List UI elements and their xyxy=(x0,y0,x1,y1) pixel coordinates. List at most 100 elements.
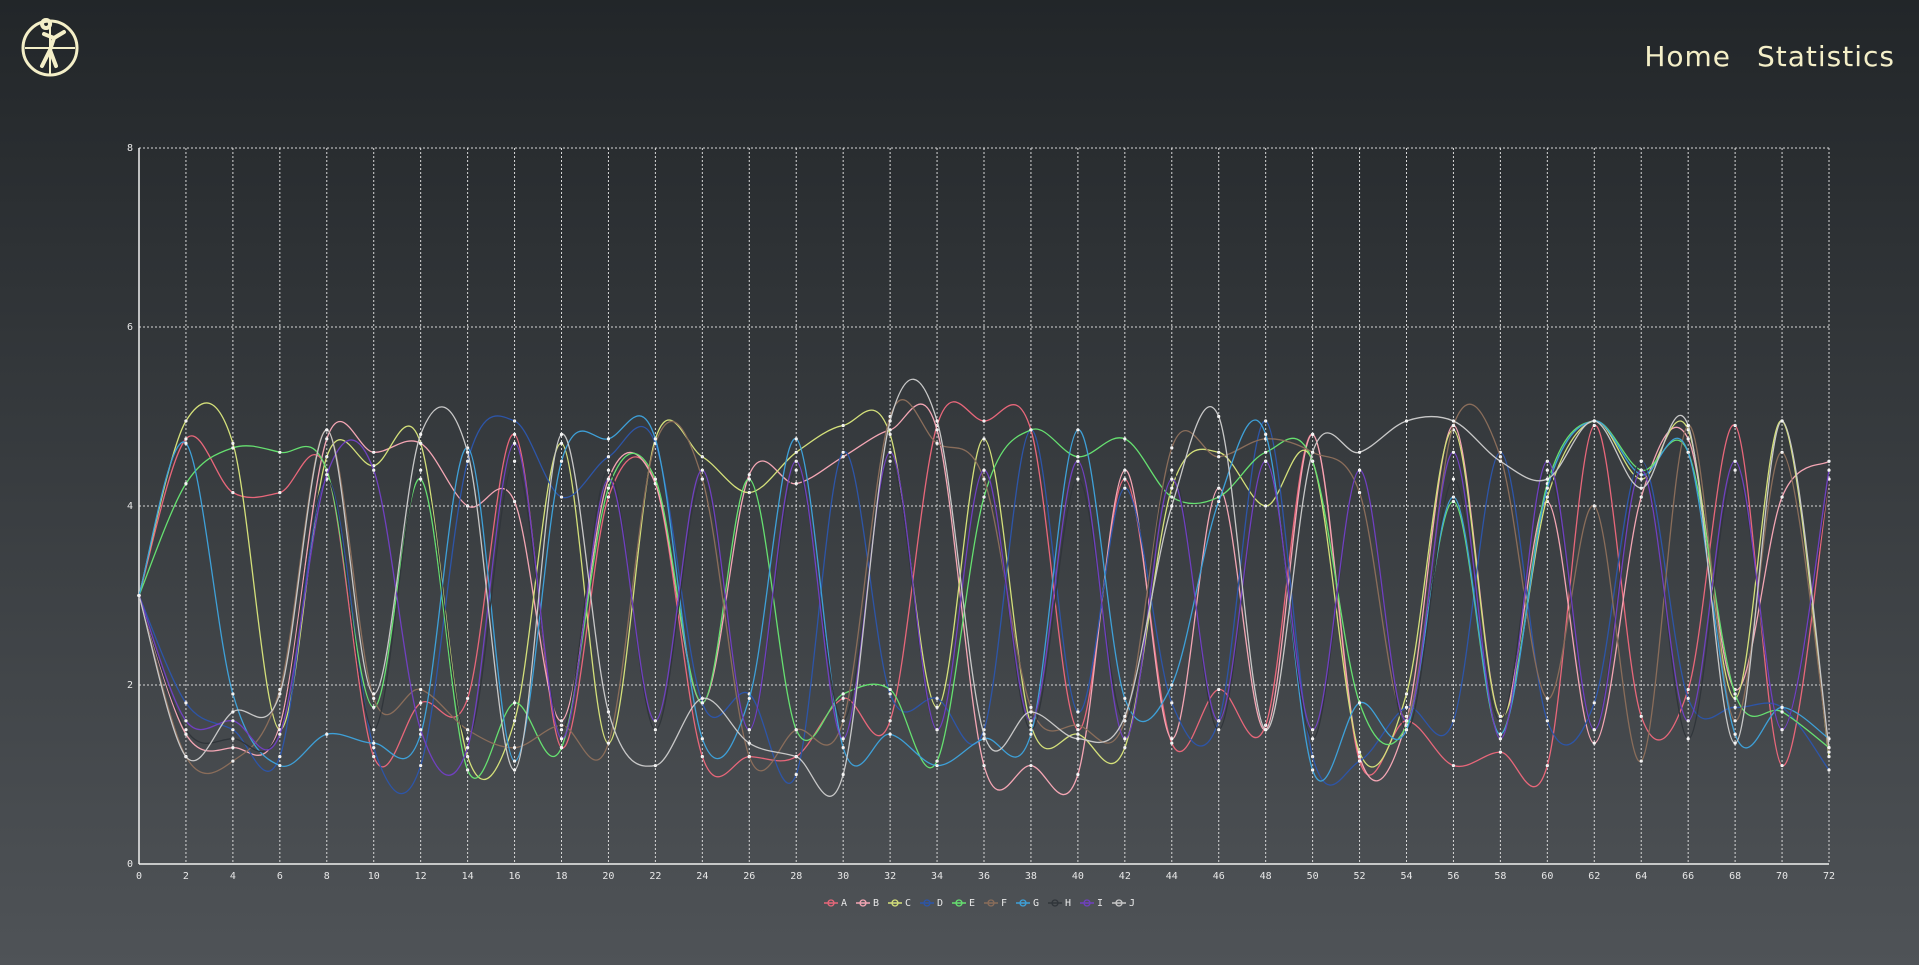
y-tick-label: 0 xyxy=(127,859,133,870)
x-tick-label: 24 xyxy=(696,871,708,882)
point xyxy=(794,450,798,454)
point xyxy=(1498,750,1502,754)
point xyxy=(606,455,611,459)
point xyxy=(419,728,423,732)
legend-item[interactable]: E xyxy=(952,898,975,909)
point xyxy=(1217,455,1221,459)
point xyxy=(184,441,188,445)
point xyxy=(372,692,376,696)
x-tick-label: 18 xyxy=(555,871,567,882)
legend-item[interactable]: D xyxy=(920,898,943,909)
legend-item[interactable]: A xyxy=(824,898,847,909)
point xyxy=(231,719,235,723)
point xyxy=(1733,741,1737,745)
point xyxy=(1451,423,1456,428)
point xyxy=(1264,723,1268,727)
point xyxy=(841,423,845,428)
point xyxy=(466,459,470,463)
point xyxy=(466,768,470,772)
point xyxy=(1357,750,1362,754)
point xyxy=(888,692,892,696)
point xyxy=(419,477,423,481)
point xyxy=(559,495,564,499)
nav-link[interactable]: Home xyxy=(1644,40,1731,73)
point xyxy=(1733,459,1737,463)
point xyxy=(466,450,470,454)
point xyxy=(1264,450,1268,454)
point xyxy=(1217,414,1221,419)
point xyxy=(231,728,235,732)
legend-item[interactable]: H xyxy=(1048,898,1071,909)
point xyxy=(841,455,845,459)
y-tick-label: 6 xyxy=(127,322,133,333)
point xyxy=(1639,486,1643,490)
point xyxy=(278,692,282,696)
point xyxy=(1217,486,1221,490)
point xyxy=(794,459,798,463)
point xyxy=(982,419,986,423)
x-tick-label: 0 xyxy=(136,871,142,882)
point xyxy=(278,755,282,759)
legend-item[interactable]: J xyxy=(1112,898,1135,909)
point xyxy=(1780,419,1784,423)
nav-link[interactable]: Statistics xyxy=(1757,40,1895,73)
point xyxy=(1639,477,1643,481)
point xyxy=(1076,428,1080,432)
point xyxy=(1545,495,1549,499)
legend-item[interactable]: C xyxy=(888,898,911,909)
legend-swatch xyxy=(1019,899,1027,907)
x-tick-label: 2 xyxy=(183,871,189,882)
point xyxy=(1545,696,1549,701)
x-tick-label: 34 xyxy=(931,871,943,882)
point xyxy=(1170,477,1174,481)
point xyxy=(1780,763,1784,768)
point xyxy=(184,732,188,736)
x-tick-label: 12 xyxy=(415,871,427,882)
point xyxy=(1404,419,1409,423)
point xyxy=(1264,432,1268,436)
point xyxy=(888,450,892,454)
series-line xyxy=(138,439,1830,776)
point xyxy=(1311,755,1315,759)
point xyxy=(1123,719,1127,723)
point xyxy=(1029,728,1033,732)
point xyxy=(1357,490,1362,495)
point xyxy=(419,687,423,692)
x-tick-label: 14 xyxy=(462,871,474,882)
legend-item[interactable]: I xyxy=(1080,898,1103,909)
point xyxy=(935,696,939,701)
legend-item[interactable]: G xyxy=(1016,898,1039,909)
point xyxy=(982,763,986,768)
point xyxy=(512,432,517,436)
point xyxy=(372,741,376,745)
point xyxy=(935,419,939,423)
point xyxy=(466,746,470,750)
point xyxy=(1451,499,1456,504)
point xyxy=(1780,705,1784,709)
point xyxy=(1780,728,1784,732)
logo[interactable] xyxy=(10,8,90,88)
point xyxy=(1592,504,1596,508)
point xyxy=(794,437,798,441)
point xyxy=(1404,714,1409,718)
point xyxy=(1451,419,1456,423)
point xyxy=(419,432,423,436)
point xyxy=(747,741,751,745)
point xyxy=(1076,455,1080,459)
point xyxy=(982,477,986,481)
point xyxy=(1545,763,1549,768)
point xyxy=(935,763,939,768)
point xyxy=(1404,692,1409,696)
legend-item[interactable]: F xyxy=(984,898,1007,909)
x-tick-label: 66 xyxy=(1682,871,1694,882)
point xyxy=(935,441,939,445)
point xyxy=(1545,459,1549,463)
point xyxy=(700,701,704,705)
point xyxy=(1311,728,1315,732)
point xyxy=(700,737,704,741)
point xyxy=(1029,719,1033,723)
point xyxy=(653,437,657,441)
point xyxy=(1357,701,1362,705)
point xyxy=(466,755,470,759)
legend-item[interactable]: B xyxy=(856,898,879,909)
